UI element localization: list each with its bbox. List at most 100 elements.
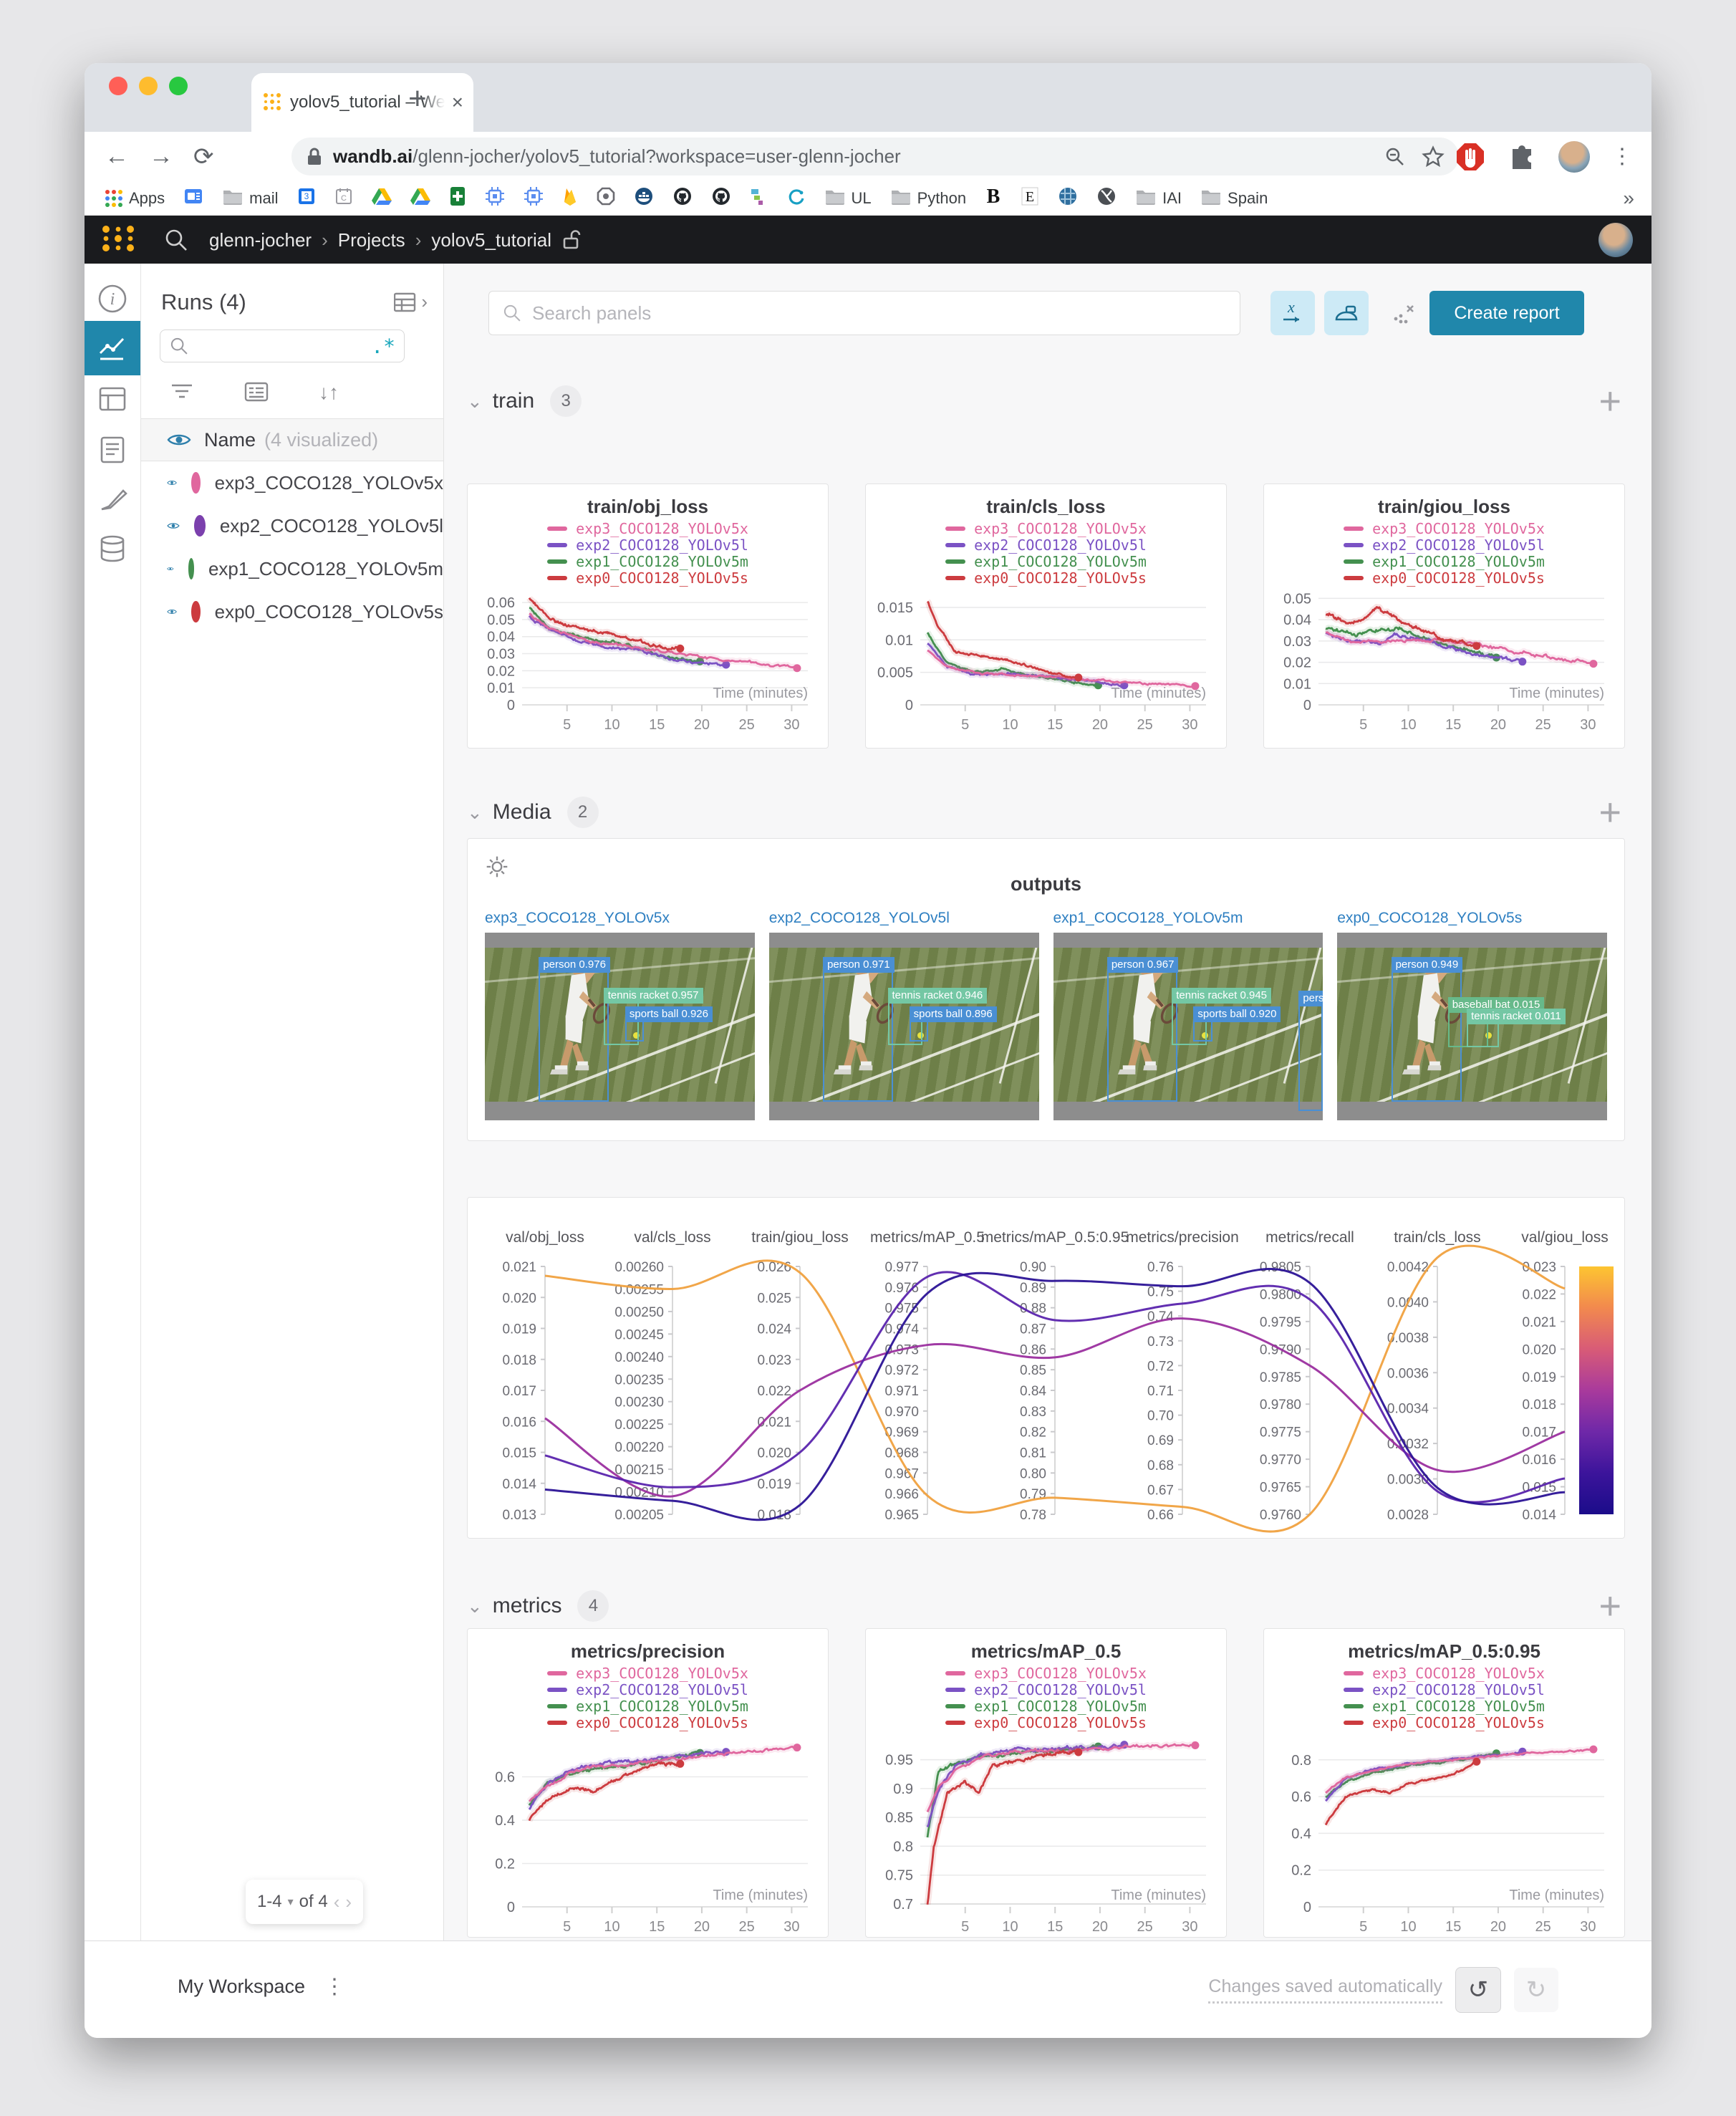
breadcrumb-projects[interactable]: Projects: [337, 229, 405, 251]
artifacts-database-icon[interactable]: [96, 533, 129, 566]
bookmark-item[interactable]: C: [334, 187, 353, 210]
reload-icon[interactable]: ⟳: [193, 143, 214, 170]
legend-entry[interactable]: exp0_COCO128_YOLOv5s: [945, 569, 1147, 587]
sweeps-brush-icon[interactable]: [96, 482, 129, 515]
legend-entry[interactable]: exp2_COCO128_YOLOv5l: [945, 1681, 1147, 1698]
legend-entry[interactable]: exp3_COCO128_YOLOv5x: [1344, 1665, 1545, 1682]
eye-icon[interactable]: [167, 432, 191, 448]
legend-entry[interactable]: exp1_COCO128_YOLOv5m: [1344, 553, 1545, 570]
legend-entry[interactable]: exp2_COCO128_YOLOv5l: [1344, 1681, 1545, 1698]
redo-button[interactable]: ↻: [1514, 1968, 1558, 2012]
forward-icon[interactable]: →: [149, 143, 173, 170]
tab-close-icon[interactable]: ×: [451, 91, 463, 113]
legend-entry[interactable]: exp2_COCO128_YOLOv5l: [1344, 537, 1545, 554]
browser-profile-avatar[interactable]: [1558, 140, 1590, 173]
detection-image[interactable]: person 0.967 tennis racket 0.945 sports ba…: [1053, 933, 1323, 1120]
legend-entry[interactable]: exp3_COCO128_YOLOv5x: [1344, 520, 1545, 537]
legend-entry[interactable]: exp3_COCO128_YOLOv5x: [547, 1665, 748, 1682]
run-name[interactable]: exp1_COCO128_YOLOv5m: [208, 557, 443, 580]
bookmark-item[interactable]: [750, 187, 768, 210]
legend-entry[interactable]: exp1_COCO128_YOLOv5m: [945, 1698, 1147, 1715]
bookmark-item[interactable]: IAI: [1135, 188, 1182, 209]
outliers-button[interactable]: [1382, 291, 1427, 335]
user-avatar[interactable]: [1598, 223, 1633, 257]
breadcrumb-project[interactable]: yolov5_tutorial: [431, 229, 552, 251]
eye-icon[interactable]: [167, 604, 177, 620]
bookmark-item[interactable]: [371, 187, 392, 210]
run-name[interactable]: exp2_COCO128_YOLOv5l: [219, 514, 443, 537]
run-row[interactable]: exp0_COCO128_YOLOv5s: [141, 590, 443, 633]
bookmark-item[interactable]: [672, 186, 693, 211]
media-run-link[interactable]: exp1_COCO128_YOLOv5m: [1053, 910, 1243, 926]
table-tab-icon[interactable]: [96, 383, 129, 415]
eye-icon[interactable]: [167, 561, 174, 577]
bookmark-item[interactable]: [485, 186, 505, 211]
metrics-map05-panel[interactable]: metrics/mAP_0.5 exp3_COCO128_YOLOv5x exp2…: [865, 1628, 1227, 1938]
legend-entry[interactable]: exp0_COCO128_YOLOv5s: [547, 1714, 748, 1731]
metrics-precision-panel[interactable]: metrics/precision exp3_COCO128_YOLOv5x ex…: [467, 1628, 829, 1938]
pagination-prev-icon[interactable]: ‹: [333, 1890, 340, 1913]
outputs-media-panel[interactable]: outputs exp3_COCO128_YOLOv5x person 0.976…: [467, 838, 1625, 1141]
media-run-link[interactable]: exp2_COCO128_YOLOv5l: [768, 910, 950, 926]
detection-image[interactable]: person 0.976 tennis racket 0.957 sports ba…: [485, 933, 755, 1120]
legend-entry[interactable]: exp3_COCO128_YOLOv5x: [945, 520, 1147, 537]
overview-info-icon[interactable]: i: [96, 282, 129, 315]
bookmark-star-icon[interactable]: [1422, 145, 1445, 168]
name-column-label[interactable]: Name: [204, 428, 256, 451]
logs-tab-icon[interactable]: [96, 433, 129, 466]
wandb-logo-icon[interactable]: [100, 224, 138, 256]
bookmark-item[interactable]: [1096, 186, 1117, 211]
workspace-selector[interactable]: My Workspace: [178, 1976, 306, 1997]
url-bar[interactable]: wandb.ai/glenn-jocher/yolov5_tutorial?wo…: [291, 138, 1459, 175]
add-panel-icon[interactable]: +: [1598, 791, 1621, 834]
bookmark-item[interactable]: mail: [222, 188, 279, 209]
bookmark-item[interactable]: [634, 186, 654, 211]
bookmark-item[interactable]: [524, 186, 544, 211]
bookmark-item[interactable]: UL: [824, 188, 872, 209]
metrics-section-label[interactable]: metrics: [492, 1594, 562, 1617]
detection-image[interactable]: person 0.971 tennis racket 0.946 sports ba…: [768, 933, 1039, 1120]
back-icon[interactable]: ←: [105, 143, 129, 170]
regex-toggle[interactable]: .*: [371, 334, 395, 358]
extensions-puzzle-icon[interactable]: [1507, 142, 1537, 172]
fullscreen-window-button[interactable]: [169, 77, 188, 95]
legend-entry[interactable]: exp0_COCO128_YOLOv5s: [945, 1714, 1147, 1731]
charts-tab-active[interactable]: [85, 321, 140, 375]
legend-entry[interactable]: exp3_COCO128_YOLOv5x: [945, 1665, 1147, 1682]
add-panel-icon[interactable]: +: [1598, 380, 1621, 423]
create-report-button[interactable]: Create report: [1429, 291, 1584, 335]
legend-entry[interactable]: exp2_COCO128_YOLOv5l: [547, 1681, 748, 1698]
chevron-down-icon[interactable]: ⌄: [467, 390, 483, 412]
pagination-range[interactable]: 1-4: [256, 1892, 282, 1911]
run-row[interactable]: exp1_COCO128_YOLOv5m: [141, 547, 443, 590]
run-row[interactable]: exp2_COCO128_YOLOv5l: [141, 504, 443, 547]
media-section-label[interactable]: Media: [492, 800, 551, 824]
eye-icon[interactable]: [167, 518, 180, 534]
legend-entry[interactable]: exp1_COCO128_YOLOv5m: [547, 1698, 748, 1715]
chevron-down-icon[interactable]: ⌄: [467, 1595, 483, 1617]
add-panel-icon[interactable]: +: [1598, 1584, 1621, 1627]
bookmark-item[interactable]: [711, 186, 731, 211]
bookmark-item[interactable]: [597, 187, 615, 210]
run-pagination[interactable]: 1-4 ▾ of 4 ‹ ›: [246, 1880, 363, 1924]
bookmark-item[interactable]: [562, 186, 578, 211]
bookmark-item[interactable]: [449, 186, 466, 211]
parallel-coordinates-panel[interactable]: val/obj_loss 0.021 0.020 0.019 0.018 0.017 0.0…: [467, 1197, 1625, 1539]
expand-run-table-icon[interactable]: ›: [394, 291, 428, 313]
legend-entry[interactable]: exp2_COCO128_YOLOv5l: [945, 537, 1147, 554]
run-row[interactable]: exp3_COCO128_YOLOv5x: [141, 461, 443, 504]
browser-tab[interactable]: yolov5_tutorial – Weights & Bia ×: [251, 73, 473, 132]
bookmarks-overflow-icon[interactable]: »: [1623, 186, 1634, 209]
smoothing-settings-button[interactable]: [1324, 291, 1369, 335]
legend-entry[interactable]: exp2_COCO128_YOLOv5l: [547, 537, 748, 554]
apps-shortcut[interactable]: Apps: [105, 189, 165, 208]
search-icon[interactable]: [163, 227, 189, 253]
undo-button[interactable]: ↺: [1455, 1967, 1501, 2013]
metrics-map0595-panel[interactable]: metrics/mAP_0.5:0.95 exp3_COCO128_YOLOv5…: [1263, 1628, 1625, 1938]
legend-entry[interactable]: exp1_COCO128_YOLOv5m: [547, 553, 748, 570]
bookmark-item[interactable]: E: [1021, 186, 1039, 211]
minimize-window-button[interactable]: [139, 77, 158, 95]
bookmark-item[interactable]: [183, 186, 203, 211]
detection-image[interactable]: person 0.949 baseball bat 0.015 tennis rac…: [1337, 933, 1607, 1120]
workspace-menu-kebab-icon[interactable]: ⋮: [324, 1975, 346, 1999]
